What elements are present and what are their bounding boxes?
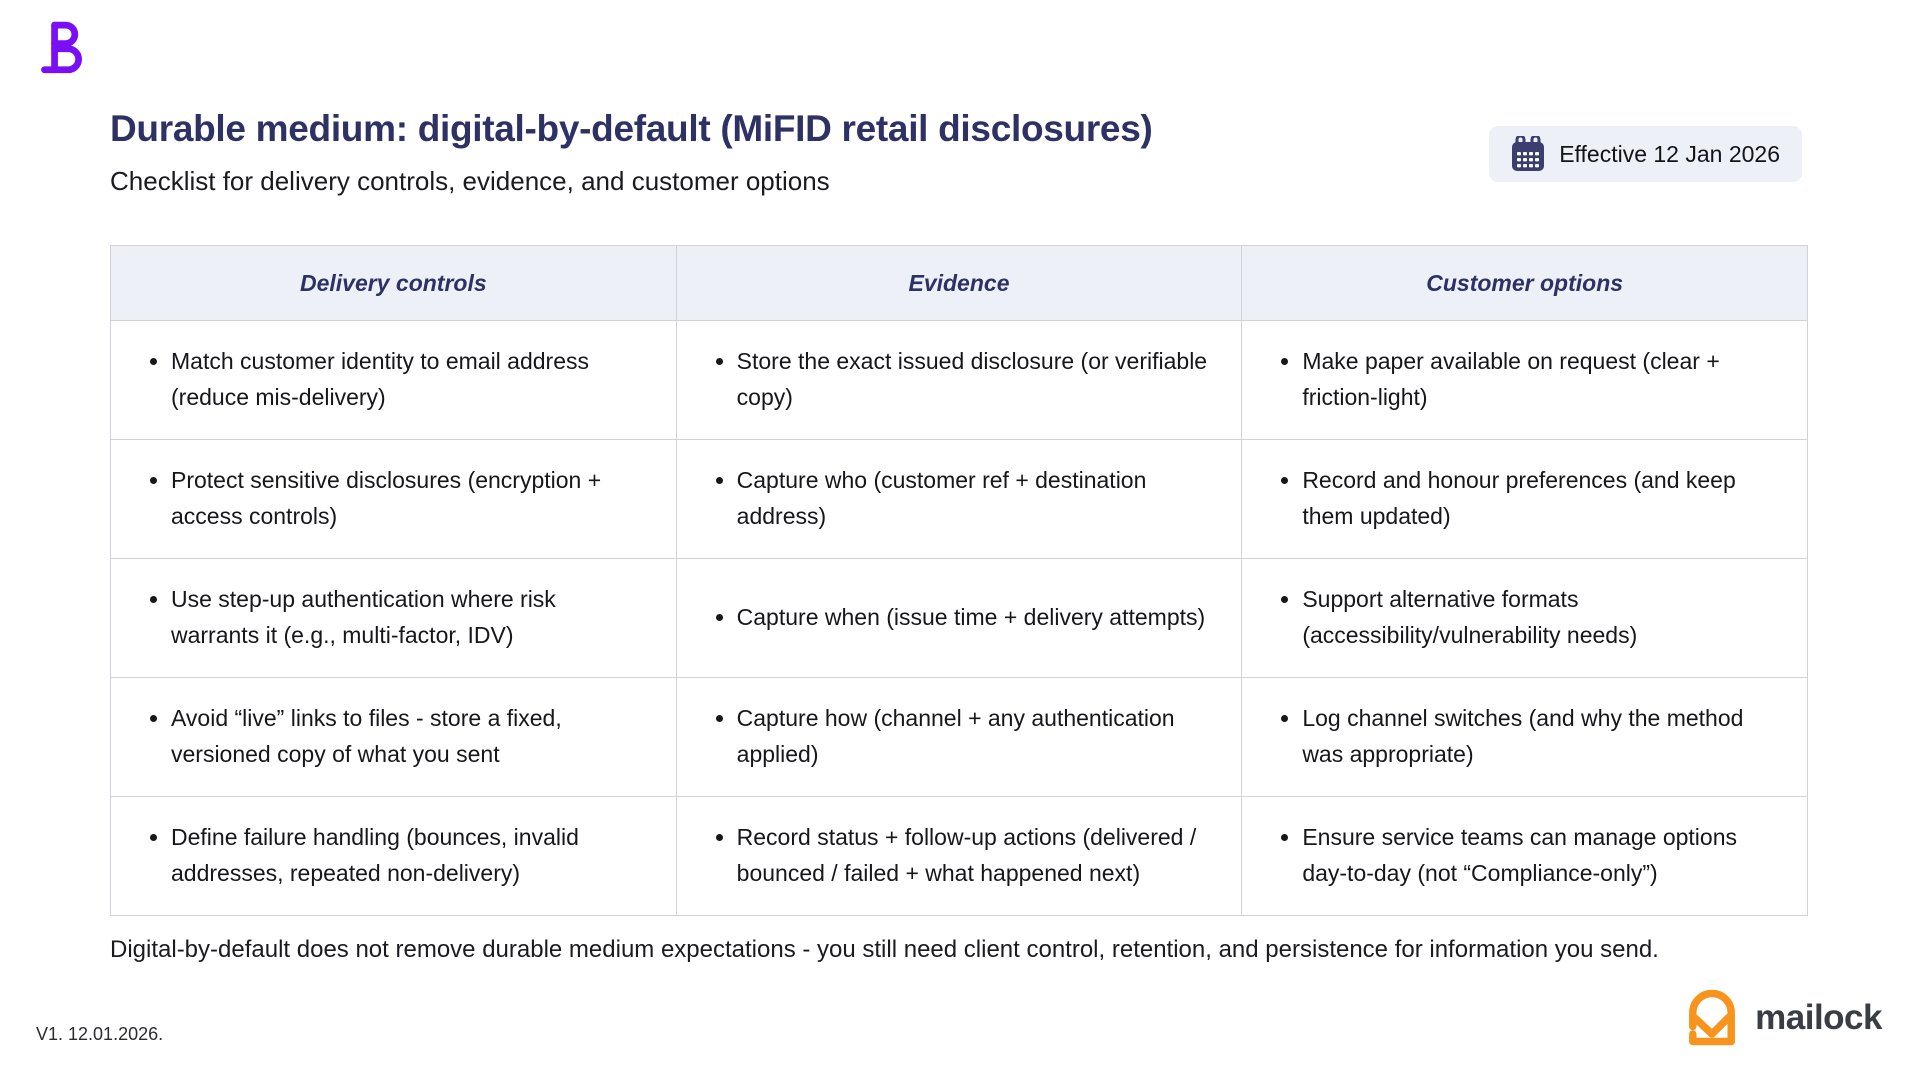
table-cell: Match customer identity to email address… <box>110 320 677 440</box>
cell-bullet-item: Record status + follow-up actions (deliv… <box>737 820 1214 891</box>
cell-bullet-item: Avoid “live” links to files - store a fi… <box>171 701 648 772</box>
column-header: Evidence <box>675 245 1243 321</box>
mailock-arch-stroke <box>1689 989 1736 1046</box>
table-cell: Protect sensitive disclosures (encryptio… <box>110 439 677 559</box>
footnote: Digital-by-default does not remove durab… <box>110 936 1659 963</box>
b-monogram-upper-stroke <box>51 21 79 47</box>
mailock-logo: mailock <box>1684 986 1882 1050</box>
checklist-table: Delivery controls Evidence Customer option… <box>110 245 1808 916</box>
cell-bullet-list: Store the exact issued disclosure (or ve… <box>711 344 1214 415</box>
cell-bullet-list: Protect sensitive disclosures (encryptio… <box>145 463 648 534</box>
table-body: Match customer identity to email address… <box>110 320 1808 916</box>
b-monogram-lower-stroke <box>41 45 82 74</box>
effective-date-badge: Effective 12 Jan 2026 <box>1489 126 1802 182</box>
cell-bullet-item: Record and honour preferences (and keep … <box>1302 463 1779 534</box>
table-cell: Store the exact issued disclosure (or ve… <box>675 320 1243 440</box>
cell-bullet-item: Protect sensitive disclosures (encryptio… <box>171 463 648 534</box>
column-header: Delivery controls <box>110 245 677 321</box>
cell-bullet-list: Ensure service teams can manage options … <box>1276 820 1779 891</box>
cell-bullet-list: Capture how (channel + any authenticatio… <box>711 701 1214 772</box>
table-cell: Record status + follow-up actions (deliv… <box>675 796 1243 916</box>
cell-bullet-list: Make paper available on request (clear +… <box>1276 344 1779 415</box>
cell-bullet-list: Capture when (issue time + delivery atte… <box>711 600 1214 636</box>
cell-bullet-item: Store the exact issued disclosure (or ve… <box>737 344 1214 415</box>
calendar-icon <box>1512 136 1545 171</box>
cell-bullet-item: Make paper available on request (clear +… <box>1302 344 1779 415</box>
table-cell: Capture how (channel + any authenticatio… <box>675 677 1243 797</box>
table-cell: Avoid “live” links to files - store a fi… <box>110 677 677 797</box>
mailock-envelope-stroke <box>1691 1013 1733 1038</box>
cell-bullet-item: Capture how (channel + any authenticatio… <box>737 701 1214 772</box>
table-cell: Capture when (issue time + delivery atte… <box>675 558 1243 678</box>
table-row: Avoid “live” links to files - store a fi… <box>110 677 1808 797</box>
mailock-base-stroke <box>1689 1030 1736 1046</box>
cell-bullet-item: Capture who (customer ref + destination … <box>737 463 1214 534</box>
table-row: Match customer identity to email address… <box>110 320 1808 440</box>
cell-bullet-item: Log channel switches (and why the method… <box>1302 701 1779 772</box>
table-cell: Log channel switches (and why the method… <box>1241 677 1808 797</box>
column-header: Customer options <box>1241 245 1808 321</box>
table-cell: Make paper available on request (clear +… <box>1241 320 1808 440</box>
cell-bullet-list: Record status + follow-up actions (deliv… <box>711 820 1214 891</box>
page-title: Durable medium: digital-by-default (MiFI… <box>110 108 1153 149</box>
cell-bullet-item: Capture when (issue time + delivery atte… <box>737 600 1214 636</box>
cell-bullet-item: Use step-up authentication where risk wa… <box>171 582 648 653</box>
table-cell: Record and honour preferences (and keep … <box>1241 439 1808 559</box>
header: Durable medium: digital-by-default (MiFI… <box>110 108 1410 197</box>
table-cell: Ensure service teams can manage options … <box>1241 796 1808 916</box>
table-head: Delivery controls Evidence Customer option… <box>110 245 1808 321</box>
table-header-row: Delivery controls Evidence Customer option… <box>110 245 1808 321</box>
mailock-icon <box>1689 989 1736 1046</box>
table-cell: Capture who (customer ref + destination … <box>675 439 1243 559</box>
page-subtitle: Checklist for delivery controls, evidenc… <box>110 166 830 196</box>
cell-bullet-item: Match customer identity to email address… <box>171 344 648 415</box>
mailock-wordmark: mailock <box>1755 998 1882 1037</box>
table-cell: Use step-up authentication where risk wa… <box>110 558 677 678</box>
cell-bullet-list: Log channel switches (and why the method… <box>1276 701 1779 772</box>
cell-bullet-list: Record and honour preferences (and keep … <box>1276 463 1779 534</box>
effective-date-label: Effective 12 Jan 2026 <box>1559 140 1780 167</box>
cell-bullet-list: Define failure handling (bounces, invali… <box>145 820 648 891</box>
b-monogram-icon <box>41 21 82 74</box>
table-row: Define failure handling (bounces, invali… <box>110 796 1808 916</box>
table-cell: Support alternative formats (accessibili… <box>1241 558 1808 678</box>
table-row: Use step-up authentication where risk wa… <box>110 558 1808 678</box>
cell-bullet-list: Use step-up authentication where risk wa… <box>145 582 648 653</box>
cell-bullet-list: Capture who (customer ref + destination … <box>711 463 1214 534</box>
table-cell: Define failure handling (bounces, invali… <box>110 796 677 916</box>
cell-bullet-list: Support alternative formats (accessibili… <box>1276 582 1779 653</box>
version-label: V1. 12.01.2026. <box>36 1024 164 1044</box>
cell-bullet-item: Support alternative formats (accessibili… <box>1302 582 1779 653</box>
cell-bullet-item: Define failure handling (bounces, invali… <box>171 820 648 891</box>
table-row: Protect sensitive disclosures (encryptio… <box>110 439 1808 559</box>
cell-bullet-list: Avoid “live” links to files - store a fi… <box>145 701 648 772</box>
cell-bullet-item: Ensure service teams can manage options … <box>1302 820 1779 891</box>
cell-bullet-list: Match customer identity to email address… <box>145 344 648 415</box>
